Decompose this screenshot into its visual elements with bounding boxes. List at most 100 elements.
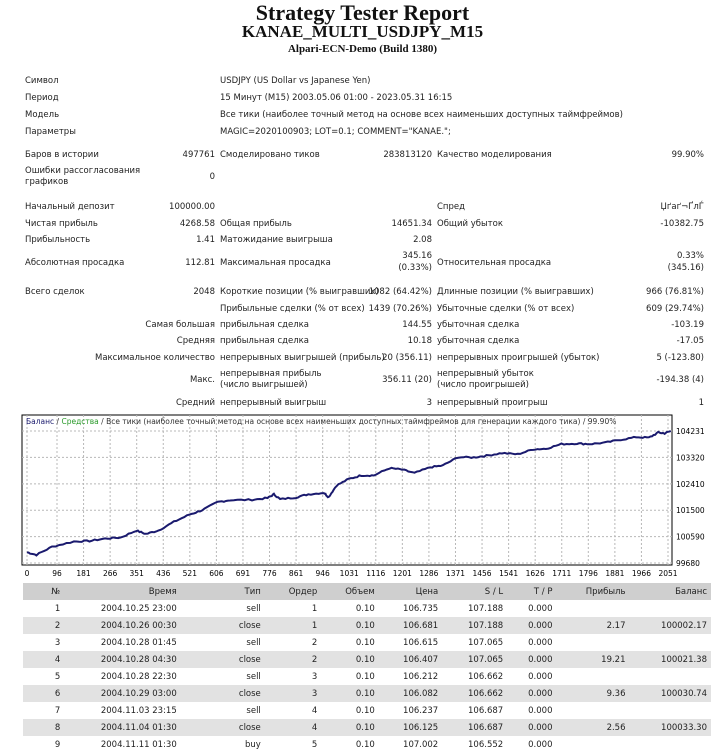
x-tick-label: 861	[289, 569, 304, 578]
table-cell: 2.56	[556, 719, 630, 736]
table-cell: 0.10	[355, 705, 375, 716]
period-value: 15 Минут (M15) 2003.05.06 01:00 - 2023.0…	[220, 93, 453, 103]
legend-balance: Баланс	[26, 417, 54, 426]
x-tick-label: 351	[130, 569, 145, 578]
max-loss-label: непрерывный убыток (число проигрышей)	[437, 369, 534, 390]
table-cell: 2004.10.26 00:30	[64, 617, 181, 634]
model-label: Модель	[25, 110, 60, 120]
column-header: Прибыль	[556, 583, 630, 600]
broker-name: Alpari-ECN-Demo (Build 1380)	[287, 43, 438, 55]
model-value: Все тики (наиболее точный метод на основ…	[220, 110, 623, 120]
table-cell: 2004.10.28 01:45	[100, 637, 177, 648]
x-tick-label: 946	[315, 569, 330, 578]
x-tick-label: 1881	[605, 569, 624, 578]
table-cell	[630, 634, 712, 651]
table-cell: 2004.11.03 23:15	[100, 705, 177, 716]
table-cell: 106.662	[468, 671, 504, 682]
table-cell: 106.407	[378, 651, 443, 668]
table-cell	[556, 668, 629, 685]
gross-profit-label: Общая прибыль	[220, 219, 292, 229]
profit-trades-label: Прибыльные сделки (% от всех)	[220, 304, 365, 314]
gross-loss-value: -10382.75	[660, 219, 704, 229]
bars-value: 497761	[182, 150, 215, 160]
chart-legend: Баланс / Средства / Все тики (наиболее т…	[26, 417, 616, 426]
avg-consec-loss-label: непрерывный проигрыш	[437, 398, 548, 408]
table-cell: 106.735	[403, 603, 439, 614]
table-cell: 2004.10.28 04:30	[64, 651, 181, 668]
table-cell	[556, 600, 629, 617]
table-cell: 107.065	[468, 637, 504, 648]
legend-description: / Все тики (наиболее точный метод на осн…	[99, 417, 617, 426]
total-trades-value: 2048	[193, 287, 215, 297]
table-row: 3 2004.10.28 01:45 sell 2 0.10 106.615 107.065…	[23, 634, 711, 651]
table-row: 1 2004.10.25 23:00 sell 1 0.10 106.735 107.188…	[23, 600, 711, 617]
mismatch-value: 0	[209, 172, 215, 182]
table-cell: 0.000	[507, 651, 557, 668]
table-cell: 2004.10.29 03:00	[64, 685, 181, 702]
column-header: T / P	[507, 583, 557, 600]
table-cell: 4	[264, 719, 322, 736]
table-cell: 2	[264, 651, 322, 668]
table-row: 7 2004.11.03 23:15 sell 4 0.10 106.237 106.687…	[23, 702, 711, 719]
x-tick-label: 1116	[366, 569, 385, 578]
chart-plot-area	[21, 414, 673, 566]
y-tick-label: 99680	[676, 559, 700, 568]
deposit-value: 100000.00	[169, 202, 215, 212]
max-count-loss-value: 5 (-123.80)	[656, 353, 704, 363]
table-cell: 0.000	[507, 685, 557, 702]
table-cell: 6	[23, 685, 65, 702]
profit-factor-label: Прибыльность	[25, 235, 91, 245]
column-header: Баланс	[629, 583, 711, 600]
table-cell: 107.002	[403, 739, 439, 750]
max-count-profit-value: 20 (356.11)	[382, 353, 432, 363]
profit-factor-value: 1.41	[196, 235, 215, 245]
table-cell: 2004.11.04 01:30	[64, 719, 181, 736]
y-tick-label: 103320	[676, 453, 705, 462]
params-label: Параметры	[25, 127, 76, 137]
x-tick-label: 266	[103, 569, 118, 578]
table-cell: sell	[246, 603, 261, 614]
table-cell: 100021.38	[629, 651, 711, 668]
period-label: Период	[25, 93, 59, 103]
rel-drawdown-amount: (345.16)	[667, 263, 704, 273]
ticks-value: 283813120	[383, 150, 432, 160]
table-cell	[556, 634, 629, 651]
table-cell: 106.125	[378, 719, 443, 736]
table-row: 5 2004.10.28 22:30 sell 3 0.10 106.212 106.662…	[23, 668, 711, 685]
table-cell: 106.082	[378, 685, 443, 702]
loss-trades-label: Убыточные сделки (% от всех)	[437, 304, 575, 314]
column-header: Объем	[321, 583, 379, 600]
x-tick-label: 181	[76, 569, 91, 578]
table-cell: 106.662	[442, 685, 508, 702]
average-loss-value: -17.05	[676, 336, 704, 346]
table-cell: close	[180, 719, 265, 736]
avg-consec-profit-label: непрерывный выигрыш	[220, 398, 327, 408]
x-tick-label: 776	[262, 569, 277, 578]
max-loss-value: -194.38 (4)	[656, 375, 704, 385]
table-cell: 2004.10.28 22:30	[100, 671, 177, 682]
table-cell: 0.000	[507, 617, 557, 634]
max-drawdown-percent: (0.33%)	[398, 263, 432, 273]
table-row: 9 2004.11.11 01:30 buy 5 0.10 107.002 106.552 0…	[23, 736, 711, 753]
largest-profit-value: 144.55	[402, 320, 432, 330]
average-profit-label: прибыльная сделка	[220, 336, 310, 346]
total-trades-label: Всего сделок	[25, 287, 85, 297]
x-tick-label: 2051	[658, 569, 677, 578]
table-cell: 100002.17	[629, 617, 711, 634]
x-tick-label: 1286	[419, 569, 438, 578]
largest-loss-value: -103.19	[671, 320, 704, 330]
legend-separator: /	[54, 417, 61, 426]
column-header: Ордер	[264, 583, 322, 600]
long-label: Длинные позиции (% выигравших)	[437, 287, 594, 297]
table-cell: close	[180, 617, 265, 634]
table-cell: 0.10	[355, 603, 375, 614]
max-profit-label: непрерывная прибыль (число выигрышей)	[220, 369, 322, 390]
largest-label: Самая большая	[145, 320, 215, 330]
table-cell: 1	[54, 603, 61, 614]
x-tick-label: 691	[236, 569, 251, 578]
y-tick-label: 104231	[676, 427, 705, 436]
balance-line	[26, 430, 672, 557]
x-tick-label: 1711	[552, 569, 571, 578]
table-cell: 5	[54, 671, 61, 682]
